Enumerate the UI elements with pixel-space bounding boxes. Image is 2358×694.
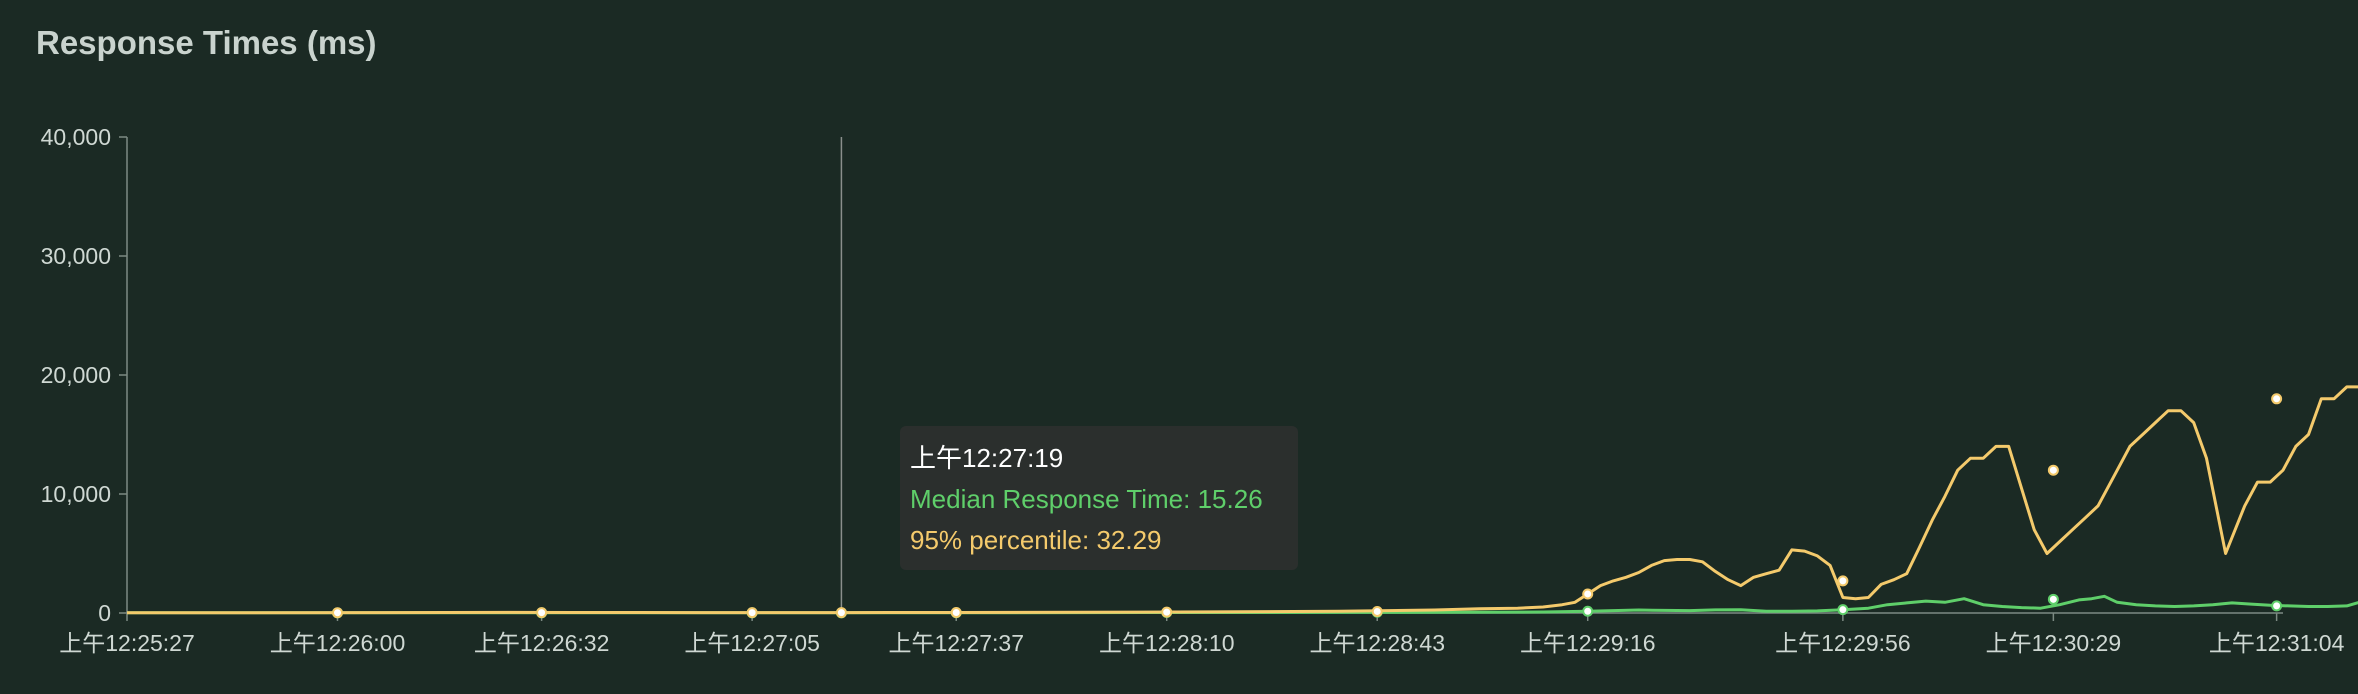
chart-title: Response Times (ms): [36, 24, 377, 61]
median-point[interactable]: [2271, 600, 2283, 612]
y-tick-label: 10,000: [41, 481, 111, 507]
p95-point[interactable]: [1371, 605, 1383, 617]
x-tick-label: 上午12:26:32: [474, 630, 610, 656]
tooltip-p95: 95% percentile: 32.29: [910, 525, 1162, 555]
p95-point[interactable]: [835, 607, 847, 619]
p95-point[interactable]: [950, 607, 962, 619]
p95-point[interactable]: [1837, 575, 1849, 587]
marker-layer[interactable]: [331, 393, 2283, 619]
p95-point[interactable]: [1582, 588, 1594, 600]
axes: 0 10,000 20,000 30,000 40,000 上午12:25:27 上午12:…: [41, 124, 2345, 656]
y-tick-label: 0: [98, 600, 111, 626]
p95-point[interactable]: [746, 607, 758, 619]
p95-point[interactable]: [2047, 464, 2059, 476]
x-tick-label: 上午12:25:27: [59, 630, 195, 656]
p95-point[interactable]: [2271, 393, 2283, 405]
median-point[interactable]: [1582, 605, 1594, 617]
p95-series-line: [127, 385, 2358, 615]
tooltip-median: Median Response Time: 15.26: [910, 484, 1263, 514]
x-tick-label: 上午12:26:00: [270, 630, 406, 656]
tooltip-time: 上午12:27:19: [910, 443, 1064, 473]
median-point[interactable]: [2047, 593, 2059, 605]
x-tick-label: 上午12:28:43: [1309, 630, 1445, 656]
x-tick-label: 上午12:28:10: [1099, 630, 1235, 656]
p95-point[interactable]: [536, 607, 548, 619]
x-tick-label: 上午12:29:56: [1775, 630, 1911, 656]
x-tick-label: 上午12:31:04: [2209, 630, 2345, 656]
x-tick-label: 上午12:29:16: [1520, 630, 1656, 656]
x-tick-label: 上午12:27:37: [888, 630, 1024, 656]
y-tick-label: 40,000: [41, 124, 111, 150]
y-tick-label: 20,000: [41, 362, 111, 388]
p95-point[interactable]: [331, 607, 343, 619]
x-tick-label: 上午12:27:05: [684, 630, 820, 656]
median-point[interactable]: [1837, 604, 1849, 616]
y-tick-label: 30,000: [41, 243, 111, 269]
x-tick-label: 上午12:30:29: [1986, 630, 2122, 656]
p95-point[interactable]: [1161, 606, 1173, 618]
series-layer: [127, 385, 2358, 615]
chart-tooltip: 上午12:27:19 Median Response Time: 15.26 9…: [900, 426, 1298, 570]
